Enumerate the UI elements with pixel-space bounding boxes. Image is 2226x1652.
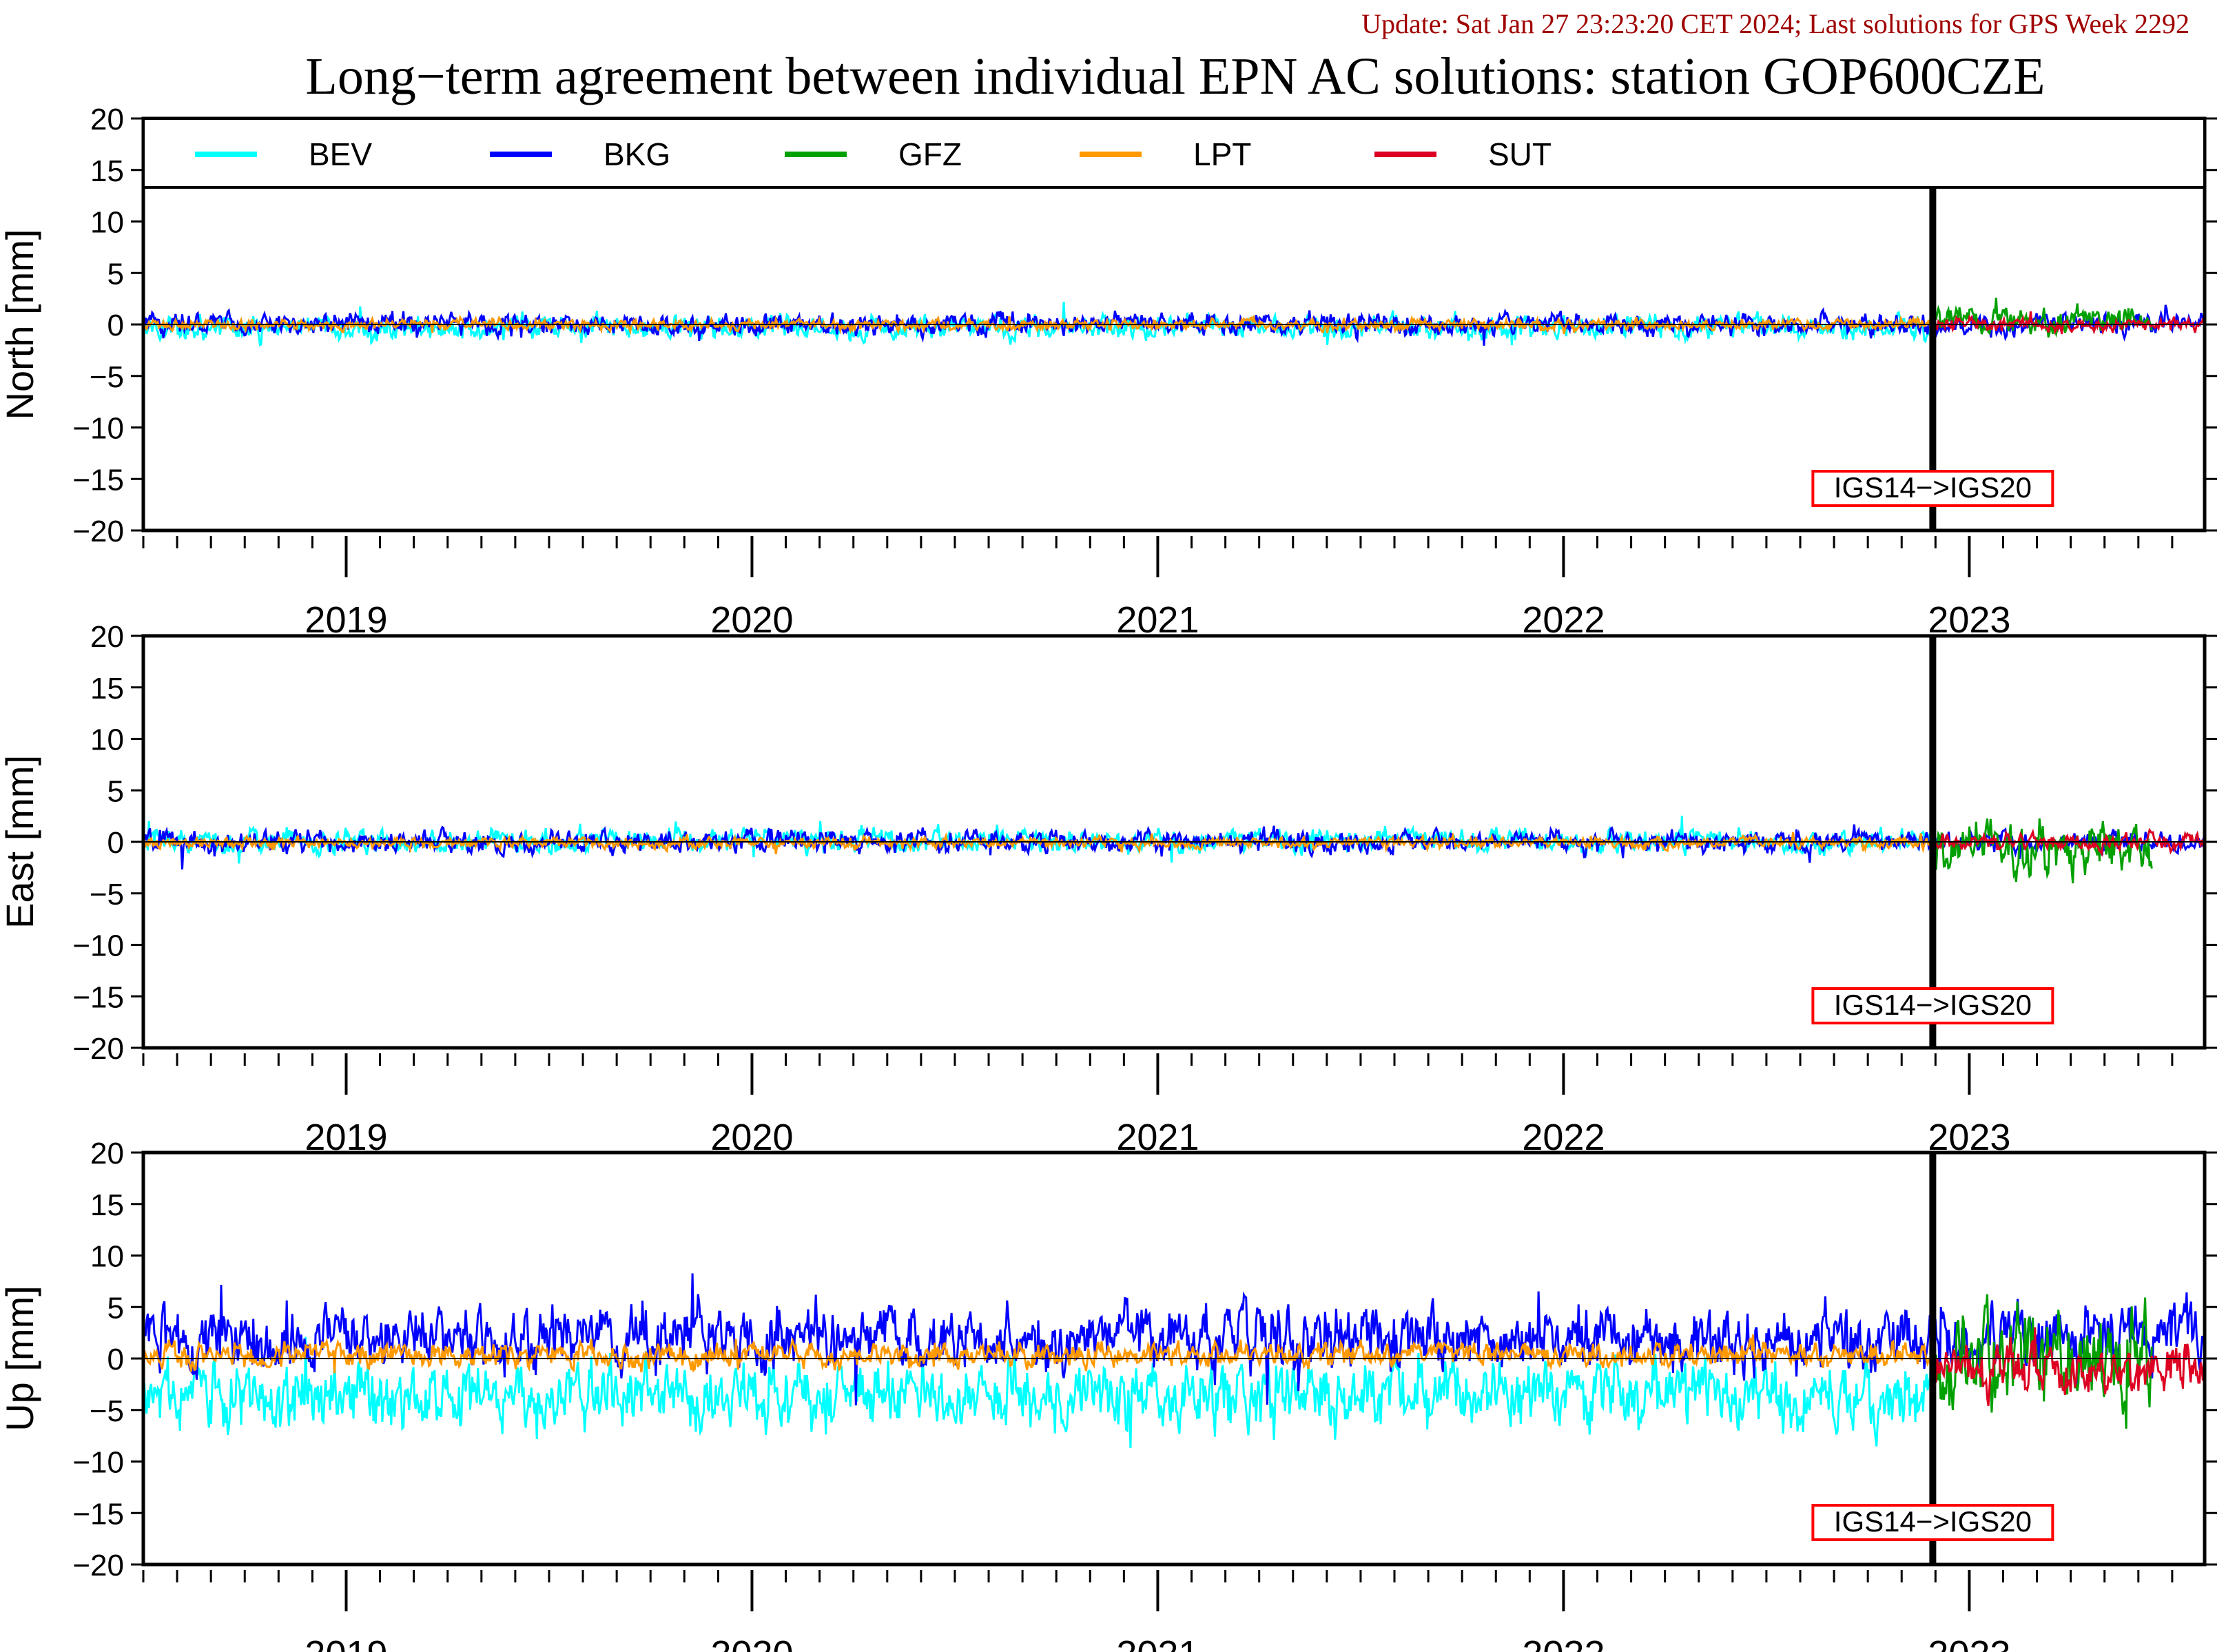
- x-tick-label: 2019: [305, 599, 387, 641]
- y-tick-label: −15: [72, 1497, 124, 1531]
- y-tick-label: 15: [90, 672, 124, 705]
- y-tick-label: 20: [90, 620, 124, 654]
- y-axis-label: East [mm]: [0, 755, 41, 929]
- legend-label: BKG: [604, 136, 670, 172]
- y-tick-label: −10: [72, 412, 124, 446]
- y-tick-label: −15: [72, 463, 124, 497]
- series-group: [143, 816, 2205, 884]
- annotation-box: [1811, 1504, 2054, 1541]
- series-group: [143, 1273, 2205, 1449]
- legend-entry-bev: BEV: [195, 136, 372, 172]
- series-line-gfz: [1933, 298, 2153, 338]
- panel-east: IGS14−>IGS20 20 15 10 5 0 −5 −10 −15 −20 East [mm]…: [0, 620, 2217, 1158]
- series-line-lpt: [143, 1334, 1935, 1374]
- annotation-box: [1811, 987, 2054, 1024]
- legend-label: GFZ: [898, 136, 962, 172]
- y-tick-label: −10: [72, 1446, 124, 1480]
- annotation-box: [1811, 470, 2054, 507]
- x-tick-label: 2023: [1928, 1633, 2010, 1652]
- legend-box: [142, 117, 2206, 189]
- x-tick-label: 2021: [1116, 1633, 1199, 1652]
- y-tick-label: −10: [72, 929, 124, 963]
- y-tick-label: 20: [90, 103, 124, 136]
- series-line-gfz: [1931, 818, 2153, 884]
- y-tick-label: −5: [90, 1394, 124, 1428]
- annotation-label: IGS14−>IGS20: [1834, 471, 2032, 504]
- legend-entry-sut: SUT: [1374, 136, 1552, 172]
- y-tick-label: −5: [90, 878, 124, 911]
- y-tick-label: −5: [90, 360, 124, 394]
- y-tick-label: −20: [72, 1549, 124, 1582]
- series-line-bkg: [143, 1273, 2205, 1406]
- series-line-bkg: [143, 304, 2205, 346]
- y-tick-label: −20: [72, 1032, 124, 1066]
- frame-change-annotation: IGS14−>IGS20: [1811, 987, 2054, 1024]
- y-tick-label: −20: [72, 515, 124, 548]
- y-tick-label: 0: [107, 826, 124, 860]
- x-tick-label: 2021: [1116, 599, 1199, 641]
- y-tick-label: 15: [90, 154, 124, 188]
- series-line-sut: [1932, 311, 2205, 335]
- frame-change-annotation: IGS14−>IGS20: [1811, 470, 2054, 507]
- y-tick-label: −15: [72, 980, 124, 1014]
- y-tick-label: 5: [107, 774, 124, 808]
- series-line-bev: [143, 1336, 1935, 1449]
- legend-entry-lpt: LPT: [1080, 136, 1251, 172]
- annotation-label: IGS14−>IGS20: [1834, 1505, 2032, 1538]
- y-tick-label: 5: [107, 1291, 124, 1325]
- legend-label: LPT: [1193, 136, 1251, 172]
- x-tick-label: 2019: [305, 1633, 387, 1652]
- update-text: Update: Sat Jan 27 23:23:20 CET 2024; La…: [1361, 8, 2189, 39]
- x-tick-label: 2022: [1522, 1633, 1605, 1652]
- y-tick-label: 0: [107, 1343, 124, 1376]
- legend: BEV BKG GFZ LPT SUT: [142, 117, 2206, 189]
- panel-up: IGS14−>IGS20 20 15 10 5 0 −5 −10 −15 −20 Up [mm] 20…: [0, 1137, 2217, 1652]
- y-tick-label: 10: [90, 723, 124, 757]
- y-tick-label: 15: [90, 1188, 124, 1222]
- y-tick-label: 20: [90, 1137, 124, 1170]
- legend-entry-bkg: BKG: [490, 136, 670, 172]
- figure-title: Long−term agreement between individual E…: [305, 48, 2045, 105]
- y-axis-label: Up [mm]: [0, 1286, 41, 1432]
- x-tick-label: 2023: [1928, 599, 2010, 641]
- y-tick-label: 10: [90, 1240, 124, 1274]
- legend-label: SUT: [1488, 136, 1552, 172]
- annotation-label: IGS14−>IGS20: [1834, 989, 2032, 1021]
- x-tick-label: 2020: [710, 1633, 793, 1652]
- series-line-gfz: [1931, 1294, 2153, 1429]
- x-tick-label: 2020: [710, 599, 793, 641]
- y-axis-label: North [mm]: [0, 229, 41, 420]
- y-tick-label: 0: [107, 309, 124, 342]
- y-tick-label: 10: [90, 206, 124, 240]
- series-group: [143, 298, 2205, 347]
- x-tick-label: 2022: [1522, 599, 1605, 641]
- panels: IGS14−>IGS20 20 15 10 5 0 −5 −10 −15 −20 North [mm…: [0, 103, 2217, 1652]
- legend-label: BEV: [309, 136, 372, 172]
- legend-entry-gfz: GFZ: [785, 136, 962, 172]
- y-tick-label: 5: [107, 257, 124, 291]
- series-line-sut: [1931, 1327, 2205, 1407]
- panel-north: IGS14−>IGS20 20 15 10 5 0 −5 −10 −15 −20 North [mm…: [0, 103, 2217, 641]
- frame-change-annotation: IGS14−>IGS20: [1811, 1504, 2054, 1541]
